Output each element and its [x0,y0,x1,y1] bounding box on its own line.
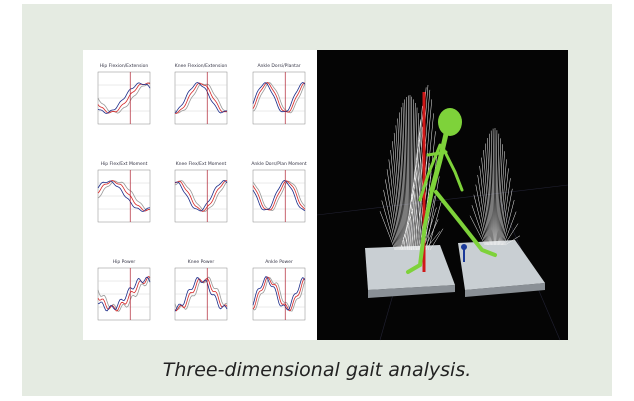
plot-title: Ankle Dorsi/Plantar [257,63,300,69]
plot-title: Knee Flex/Ext Moment [176,161,227,167]
plot-title: Hip Flexion/Extension [100,63,149,69]
figure: Hip Flexion/Extension Knee Flexion/Extens… [0,0,634,401]
page: Hip Flexion/Extension Knee Flexion/Extens… [0,0,634,401]
caption: Three-dimensional gait analysis. [163,359,472,381]
plot-title: Hip Power [113,259,136,265]
plot-title: Ankle Dors/Plan Moment [251,161,307,167]
plots-panel [83,50,317,340]
plot-title: Knee Flexion/Extension [175,63,228,69]
plot-title: Knee Power [188,259,215,265]
plot-title: Ankle Power [265,259,293,265]
plot-title: Hip Flex/Ext Moment [101,161,148,167]
platform [365,245,455,290]
scene-panel [317,50,568,340]
